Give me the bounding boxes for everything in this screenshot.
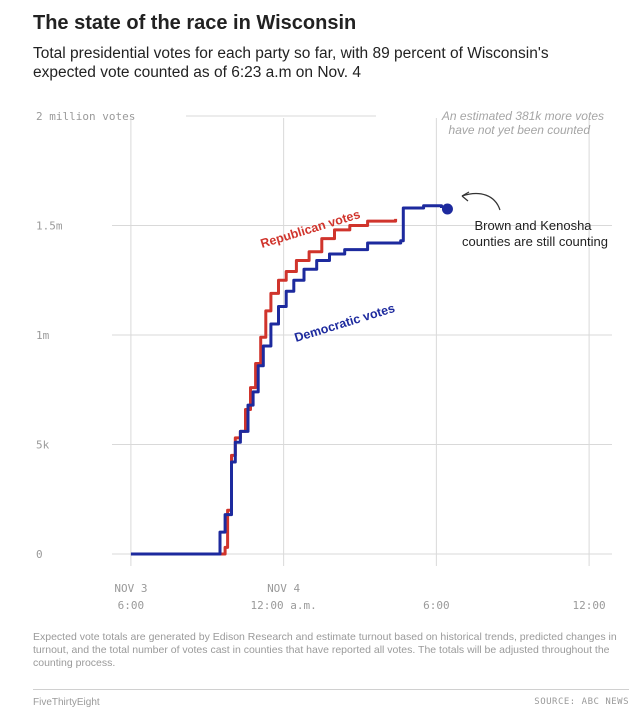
source-label: SOURCE: ABC NEWS: [534, 697, 629, 707]
x-tick-label: 6:00: [423, 599, 450, 612]
latest-count-dot: [441, 203, 453, 215]
y-tick-label: 1m: [36, 329, 50, 342]
x-tick-label: 6:00: [118, 599, 145, 612]
brand-label: FiveThirtyEight: [33, 697, 100, 708]
line-chart: 0 5k 1m 1.5m 2 million votes NOV 3 6:00 NOV 4 12…: [36, 109, 612, 612]
annotation-arrow: [461, 192, 501, 211]
y-tick-label: 1.5m: [36, 220, 63, 233]
footer-divider: [33, 689, 629, 690]
x-tick-label: 12:00: [573, 599, 606, 612]
democratic-series-label: Democratic votes: [293, 301, 397, 345]
x-tick-label: NOV 4: [267, 582, 300, 595]
chart-subtitle: Total presidential votes for each party …: [33, 45, 549, 81]
y-tick-label: 5k: [36, 439, 50, 452]
annotation-counties: Brown and Kenosha: [474, 218, 592, 233]
annotation-arrowhead: [461, 191, 470, 202]
annotation-uncounted: have not yet been counted: [449, 123, 591, 137]
methodology-note: Expected vote totals are generated by Ed…: [33, 631, 617, 669]
x-tick-label: NOV 3: [114, 582, 147, 595]
chart-title: The state of the race in Wisconsin: [33, 12, 357, 34]
annotation-counties: counties are still counting: [462, 234, 608, 249]
y-tick-label: 0: [36, 548, 43, 561]
x-tick-label: 12:00 a.m.: [251, 599, 317, 612]
y-tick-label: 2 million votes: [36, 110, 135, 123]
democratic-line: [130, 204, 443, 556]
annotation-uncounted: An estimated 381k more votes: [441, 109, 604, 123]
